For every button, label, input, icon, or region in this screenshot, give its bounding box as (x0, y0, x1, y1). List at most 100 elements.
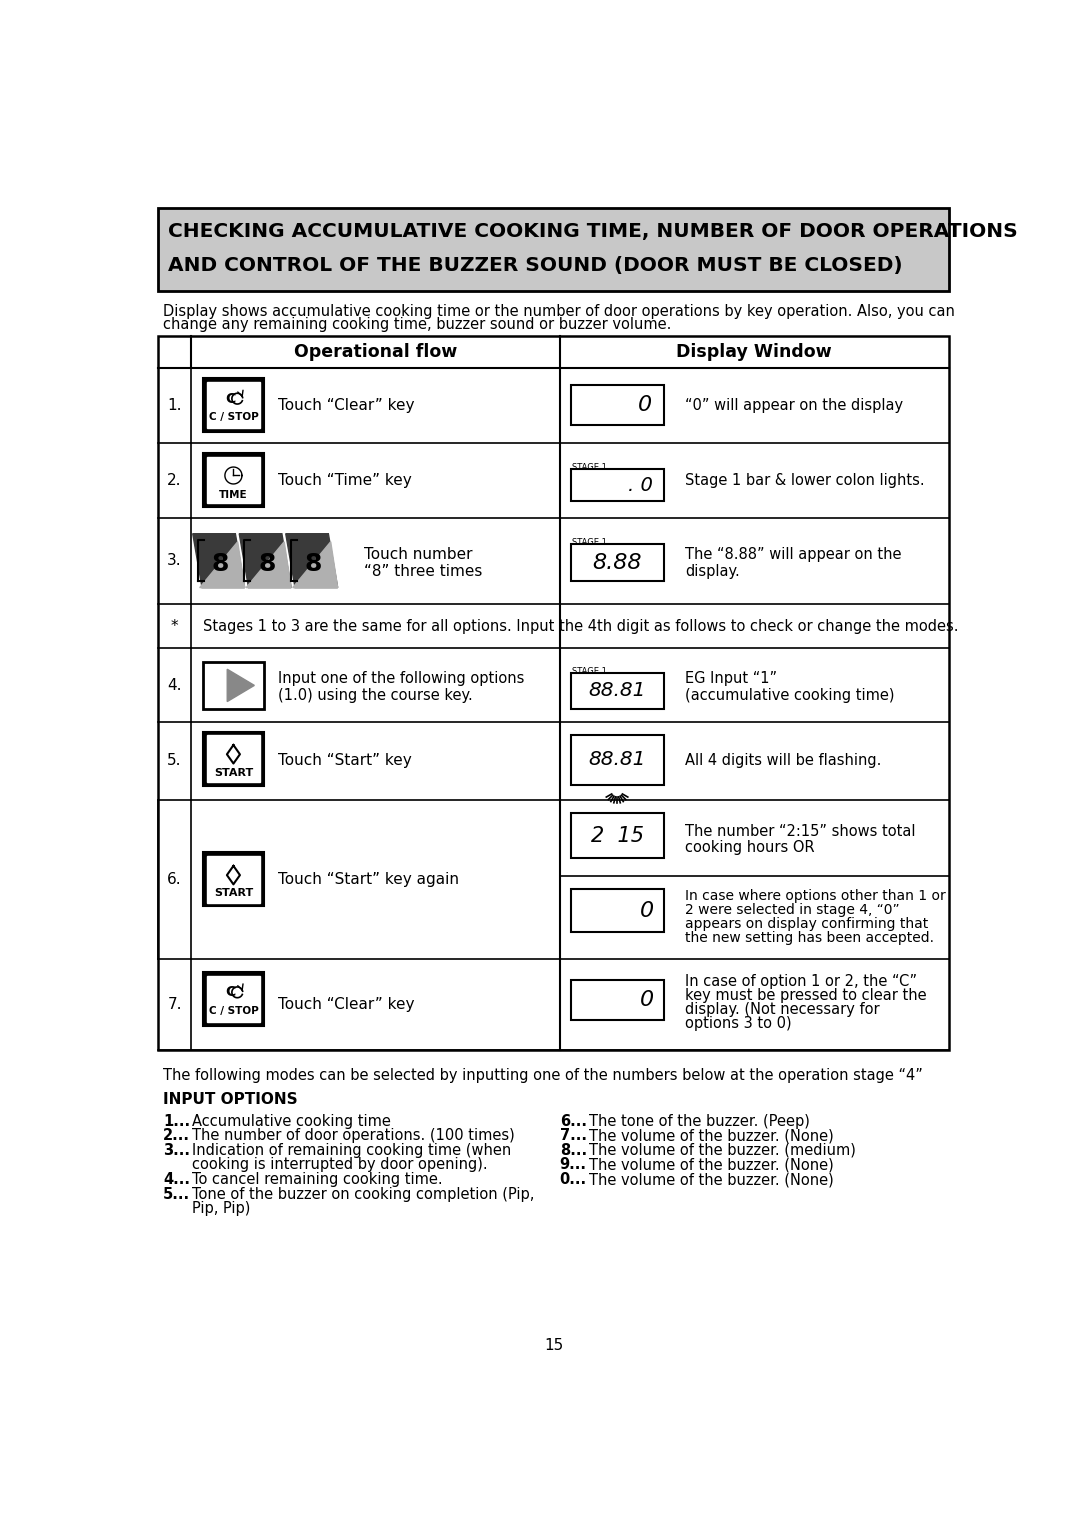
Text: “0” will appear on the display: “0” will appear on the display (685, 397, 903, 413)
Bar (207, 856, 260, 903)
Text: The tone of the buzzer. (Peep): The tone of the buzzer. (Peep) (590, 1114, 810, 1129)
Bar (203, 377, 264, 432)
Text: 1...: 1... (163, 1114, 190, 1129)
Text: CHECKING ACCUMULATIVE COOKING TIME, NUMBER OF DOOR OPERATIONS: CHECKING ACCUMULATIVE COOKING TIME, NUMB… (167, 222, 1017, 240)
Text: AND CONTROL OF THE BUZZER SOUND (DOOR MUST BE CLOSED): AND CONTROL OF THE BUZZER SOUND (DOOR MU… (167, 257, 902, 275)
Text: INPUT OPTIONS: INPUT OPTIONS (163, 1093, 297, 1106)
Bar (570, 981, 663, 1021)
Text: Display shows accumulative cooking time or the number of door operations by key : Display shows accumulative cooking time … (163, 304, 955, 319)
Text: 0: 0 (639, 990, 653, 1010)
Text: The volume of the buzzer. (None): The volume of the buzzer. (None) (590, 1157, 834, 1172)
Text: appears on display confirming that: appears on display confirming that (685, 917, 929, 931)
Bar (570, 469, 663, 501)
Text: key must be pressed to clear the: key must be pressed to clear the (685, 989, 927, 1002)
Text: 8: 8 (258, 552, 275, 576)
Bar (570, 735, 663, 785)
Bar (203, 732, 264, 785)
Text: 0: 0 (639, 900, 653, 921)
Bar (203, 853, 264, 906)
Text: Display Window: Display Window (676, 342, 832, 361)
Text: START: START (214, 888, 253, 898)
Text: 0...: 0... (559, 1172, 586, 1187)
Text: Touch “Start” key again: Touch “Start” key again (279, 872, 459, 886)
Bar (207, 735, 260, 782)
Text: display. (Not necessary for: display. (Not necessary for (685, 1002, 880, 1016)
Text: 7...: 7... (559, 1128, 586, 1143)
Text: Touch number: Touch number (364, 547, 472, 562)
Text: Touch “Time” key: Touch “Time” key (279, 472, 413, 487)
Text: 2  15: 2 15 (591, 825, 644, 845)
Text: The volume of the buzzer. (medium): The volume of the buzzer. (medium) (590, 1143, 856, 1158)
Text: C: C (226, 391, 235, 405)
Polygon shape (286, 533, 338, 588)
Text: 7.: 7. (167, 996, 181, 1012)
Text: options 3 to 0): options 3 to 0) (685, 1016, 792, 1031)
Polygon shape (246, 542, 292, 588)
Bar (203, 452, 264, 507)
Polygon shape (240, 533, 292, 588)
Text: EG Input “1”: EG Input “1” (685, 671, 778, 686)
Text: STAGE 1: STAGE 1 (572, 538, 607, 547)
Text: 6...: 6... (559, 1114, 586, 1129)
Text: Input one of the following options: Input one of the following options (279, 671, 525, 686)
Bar (570, 544, 663, 582)
Bar (203, 662, 264, 709)
Text: 5...: 5... (163, 1187, 190, 1201)
Text: The “8.88” will appear on the: The “8.88” will appear on the (685, 547, 902, 562)
Text: The volume of the buzzer. (None): The volume of the buzzer. (None) (590, 1172, 834, 1187)
Text: The volume of the buzzer. (None): The volume of the buzzer. (None) (590, 1128, 834, 1143)
Text: (1.0) using the course key.: (1.0) using the course key. (279, 688, 473, 703)
Text: cooking is interrupted by door opening).: cooking is interrupted by door opening). (192, 1157, 488, 1172)
Bar (207, 382, 260, 428)
Text: Operational flow: Operational flow (294, 342, 457, 361)
Text: Stage 1 bar & lower colon lights.: Stage 1 bar & lower colon lights. (685, 472, 924, 487)
Text: 8.88: 8.88 (592, 553, 642, 573)
Text: STAGE 1: STAGE 1 (572, 666, 607, 675)
Text: 0: 0 (638, 396, 652, 416)
Bar (570, 813, 663, 857)
Bar (159, 208, 948, 292)
Text: change any remaining cooking time, buzzer sound or buzzer volume.: change any remaining cooking time, buzze… (163, 318, 672, 332)
Text: The following modes can be selected by inputting one of the numbers below at the: The following modes can be selected by i… (163, 1068, 922, 1083)
Text: Touch “Clear” key: Touch “Clear” key (279, 397, 415, 413)
Bar (570, 889, 663, 932)
Text: 1.: 1. (167, 397, 181, 413)
Polygon shape (293, 542, 338, 588)
Text: 5.: 5. (167, 753, 181, 769)
Text: Accumulative cooking time: Accumulative cooking time (192, 1114, 391, 1129)
Bar (207, 976, 260, 1022)
Bar (203, 972, 264, 1025)
Polygon shape (200, 542, 245, 588)
Text: START: START (214, 767, 253, 778)
Text: the new setting has been accepted.: the new setting has been accepted. (685, 931, 934, 944)
Text: 3.: 3. (167, 553, 181, 568)
Text: 8...: 8... (559, 1143, 586, 1158)
Text: cooking hours OR: cooking hours OR (685, 840, 815, 856)
Text: . 0: . 0 (627, 475, 652, 495)
Text: 9...: 9... (559, 1157, 586, 1172)
Text: 3...: 3... (163, 1143, 190, 1158)
Polygon shape (192, 533, 245, 588)
Text: 6.: 6. (167, 872, 181, 886)
Text: Touch “Start” key: Touch “Start” key (279, 753, 413, 769)
Text: 2.: 2. (167, 472, 181, 487)
Text: In case where options other than 1 or: In case where options other than 1 or (685, 889, 946, 903)
Text: Stages 1 to 3 are the same for all options. Input the 4th digit as follows to ch: Stages 1 to 3 are the same for all optio… (203, 619, 959, 634)
Polygon shape (227, 669, 255, 701)
Text: Touch “Clear” key: Touch “Clear” key (279, 996, 415, 1012)
Text: Pip, Pip): Pip, Pip) (192, 1201, 251, 1216)
Text: “8” three times: “8” three times (364, 564, 482, 579)
Text: The number of door operations. (100 times): The number of door operations. (100 time… (192, 1128, 515, 1143)
Text: TIME: TIME (219, 490, 247, 500)
Text: 2 were selected in stage 4, “0”: 2 were selected in stage 4, “0” (685, 903, 900, 917)
Text: 15: 15 (544, 1339, 563, 1354)
Text: C / STOP: C / STOP (208, 413, 258, 422)
Text: 4...: 4... (163, 1172, 190, 1187)
Text: 4.: 4. (167, 677, 181, 692)
Text: Indication of remaining cooking time (when: Indication of remaining cooking time (wh… (192, 1143, 512, 1158)
Text: C: C (226, 986, 235, 999)
Text: C / STOP: C / STOP (208, 1005, 258, 1016)
Bar (207, 457, 260, 503)
Text: Tone of the buzzer on cooking completion (Pip,: Tone of the buzzer on cooking completion… (192, 1187, 535, 1201)
Text: 8: 8 (305, 552, 322, 576)
